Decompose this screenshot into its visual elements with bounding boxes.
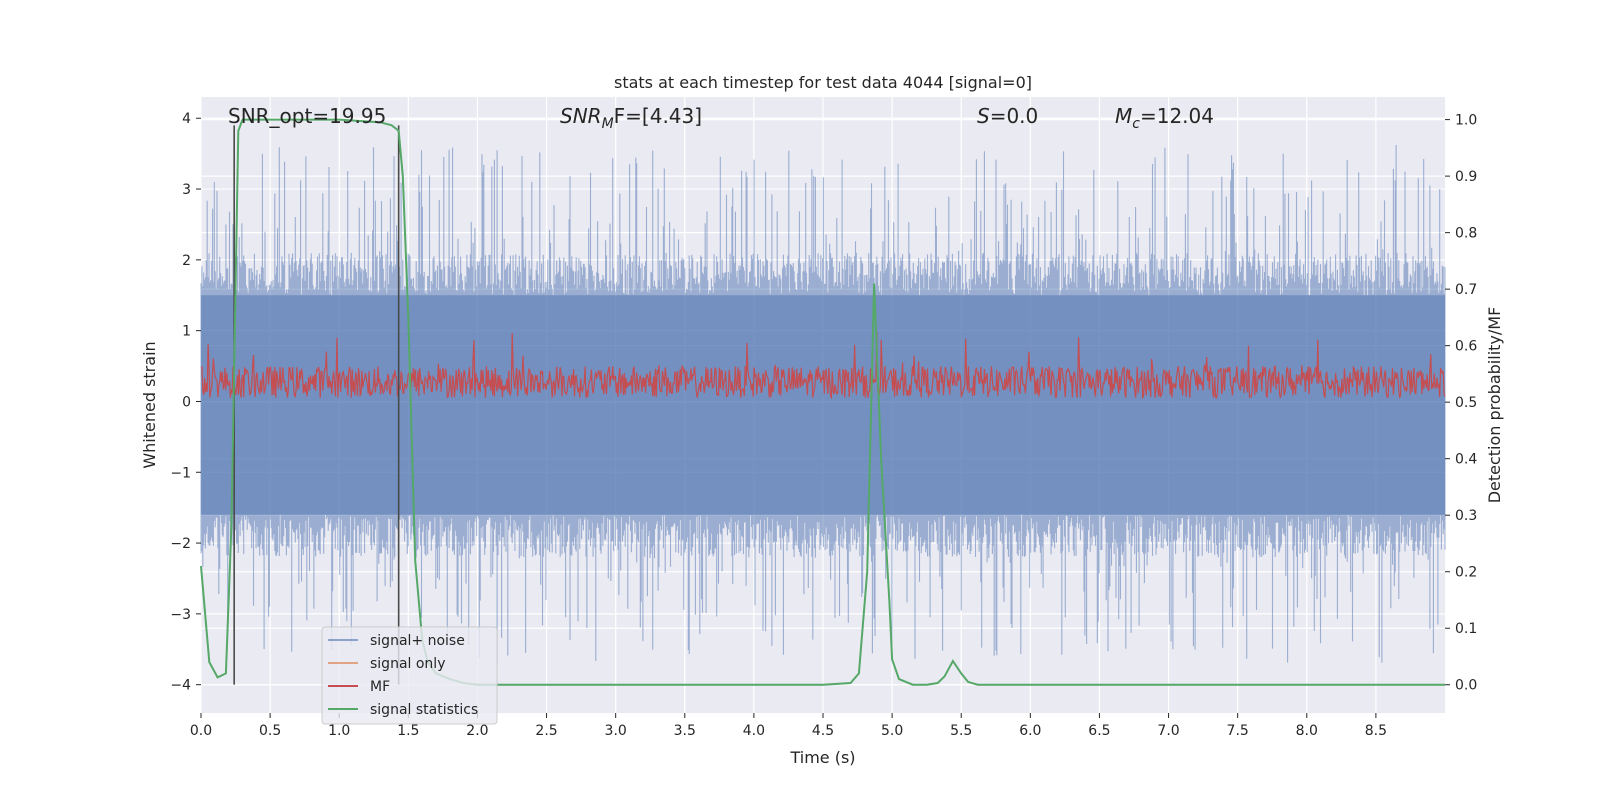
annotation-snr-mf: SNRMF=[4.43] bbox=[560, 104, 702, 132]
y2-tick-label: 0.8 bbox=[1455, 226, 1477, 242]
x-tick-label: 0.5 bbox=[259, 723, 281, 739]
y-axis-label: Whitened strain bbox=[140, 341, 159, 468]
annotation-mc-tail: =12.04 bbox=[1140, 104, 1214, 128]
y2-tick-label: 0.7 bbox=[1455, 282, 1477, 298]
x-tick-label: 8.5 bbox=[1365, 723, 1387, 739]
annotation-mc-main: M bbox=[1115, 104, 1132, 128]
y-tick-label: 3 bbox=[182, 182, 191, 198]
x-tick-label: 1.5 bbox=[397, 723, 419, 739]
y2-tick-label: 0.9 bbox=[1455, 169, 1477, 185]
annotation-snr-mf-tail: F=[4.43] bbox=[614, 104, 702, 128]
x-tick-label: 5.5 bbox=[950, 723, 972, 739]
y-tick-label: 0 bbox=[182, 394, 191, 410]
mf-trace bbox=[200, 331, 1446, 400]
y-tick-label: 4 bbox=[182, 111, 191, 127]
x-tick-label: 7.5 bbox=[1227, 723, 1249, 739]
legend-box bbox=[321, 626, 498, 725]
annotation-s: S=0.0 bbox=[977, 104, 1038, 128]
signal-statistics-line bbox=[200, 118, 1445, 686]
legend-label-stats: signal statistics bbox=[370, 702, 478, 718]
x-axis-label: Time (s) bbox=[789, 748, 855, 767]
y2-tick-label: 0.3 bbox=[1455, 508, 1477, 524]
legend-label-signal-only: signal only bbox=[370, 656, 445, 672]
x-tick-label: 0.0 bbox=[190, 723, 212, 739]
chart-title: stats at each timestep for test data 404… bbox=[614, 73, 1032, 92]
x-tick-label: 4.5 bbox=[812, 723, 834, 739]
y2-tick-label: 0.6 bbox=[1455, 339, 1477, 355]
y2-axis-label: Detection probability/MF bbox=[1485, 307, 1504, 504]
y2-tick-label: 1.0 bbox=[1455, 113, 1477, 129]
legend-label-noise: signal+ noise bbox=[370, 633, 465, 649]
x-tick-label: 6.5 bbox=[1088, 723, 1110, 739]
y2-tick-label: 0.0 bbox=[1455, 678, 1477, 694]
axes: 0.0 0.5 1.0 1.5 2.0 2.5 3.0 3.5 4.0 4.5 5.0 5.5 6.0 6… bbox=[170, 111, 1477, 739]
y-tick-label: 2 bbox=[182, 253, 191, 269]
x-tick-label: 2.5 bbox=[535, 723, 557, 739]
y2-tick-label: 0.5 bbox=[1455, 395, 1477, 411]
x-tick-label: 7.0 bbox=[1157, 723, 1179, 739]
x-tick-label: 3.0 bbox=[605, 723, 627, 739]
annotation-mc: Mc=12.04 bbox=[1115, 104, 1214, 132]
annotation-s-main: S bbox=[977, 104, 990, 128]
x-tick-label: 3.5 bbox=[674, 723, 696, 739]
annotation-snr-opt: SNR_opt=19.95 bbox=[228, 104, 386, 128]
y-tick-label: −3 bbox=[170, 607, 191, 623]
y-tick-label: 1 bbox=[182, 324, 191, 340]
x-tick-label: 1.0 bbox=[328, 723, 350, 739]
signal-statistics-series bbox=[200, 118, 1445, 686]
y2-tick-label: 0.4 bbox=[1455, 452, 1477, 468]
annotation-snr-mf-main: SNR bbox=[560, 104, 602, 128]
annotation-mc-sub: c bbox=[1132, 116, 1140, 132]
signal-noise-trace bbox=[200, 145, 1446, 664]
x-tick-label: 4.0 bbox=[743, 723, 765, 739]
annotation-s-tail: =0.0 bbox=[990, 104, 1039, 128]
y-tick-label: −1 bbox=[170, 465, 191, 481]
legend-label-mf: MF bbox=[370, 679, 390, 695]
x-tick-label: 5.0 bbox=[881, 723, 903, 739]
y2-tick-label: 0.1 bbox=[1455, 621, 1477, 637]
x-tick-label: 2.0 bbox=[466, 723, 488, 739]
x-tick-label: 8.0 bbox=[1296, 723, 1318, 739]
legend: signal+ noise signal only MF signal stat… bbox=[321, 626, 498, 725]
y-tick-label: −4 bbox=[170, 678, 191, 694]
x-tick-label: 6.0 bbox=[1019, 723, 1041, 739]
y2-tick-label: 0.2 bbox=[1455, 565, 1477, 581]
mf-series bbox=[200, 331, 1446, 400]
annotation-snr-mf-sub: M bbox=[602, 116, 614, 132]
y-tick-label: −2 bbox=[170, 536, 191, 552]
